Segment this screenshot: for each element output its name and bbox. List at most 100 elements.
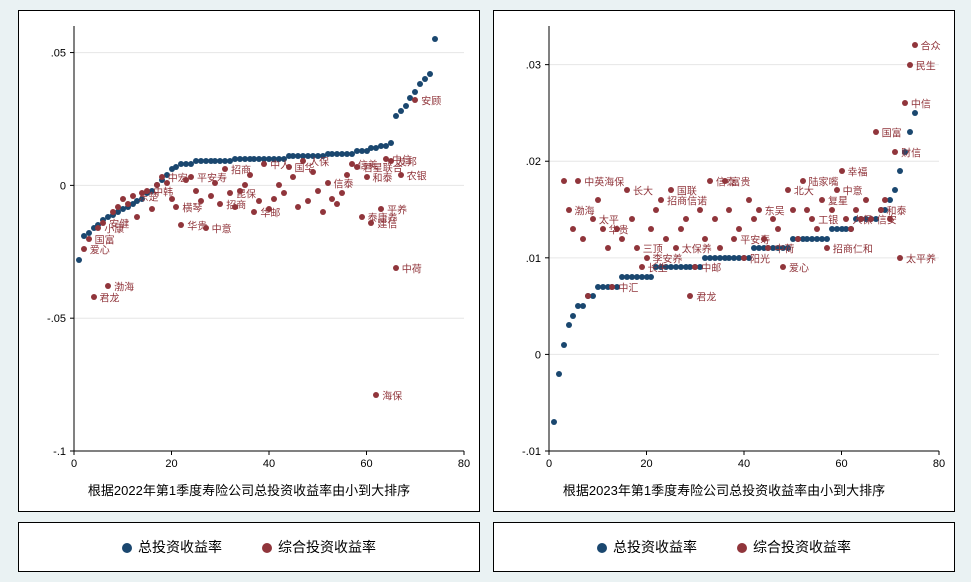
comprehensive-return-point	[154, 182, 160, 188]
comprehensive-return-point	[814, 226, 820, 232]
total-return-point	[897, 168, 903, 174]
point-label: 陆家嘴	[809, 173, 839, 188]
comprehensive-return-point	[765, 245, 771, 251]
comprehensive-return-point	[364, 174, 370, 180]
point-label: 君龙	[696, 289, 716, 304]
comprehensive-return-point	[315, 188, 321, 194]
comprehensive-return-point	[639, 264, 645, 270]
svg-text:0: 0	[546, 458, 552, 470]
point-label: 农银	[407, 167, 427, 182]
comprehensive-return-point	[203, 225, 209, 231]
left-legend: 总投资收益率 综合投资收益率	[18, 522, 480, 572]
total-return-point	[561, 342, 567, 348]
svg-text:.05: .05	[51, 48, 66, 60]
comprehensive-return-point	[373, 392, 379, 398]
svg-text:80: 80	[458, 458, 470, 470]
comprehensive-return-point	[795, 236, 801, 242]
comprehensive-return-point	[809, 216, 815, 222]
comprehensive-return-point	[368, 220, 374, 226]
point-label: 平养	[387, 202, 407, 217]
right-legend: 总投资收益率 综合投资收益率	[493, 522, 955, 572]
comprehensive-return-point	[785, 187, 791, 193]
point-label: 国富	[882, 125, 902, 140]
comprehensive-return-point	[325, 180, 331, 186]
point-label: 安顾	[421, 93, 441, 108]
comprehensive-return-point	[378, 206, 384, 212]
total-return-point	[907, 129, 913, 135]
comprehensive-return-point	[344, 172, 350, 178]
svg-text:-.01: -.01	[522, 446, 541, 458]
point-label: 合众	[921, 38, 941, 53]
comprehensive-return-point	[804, 207, 810, 213]
comprehensive-return-point	[678, 226, 684, 232]
comprehensive-return-point	[398, 172, 404, 178]
comprehensive-return-point	[761, 236, 767, 242]
svg-text:60: 60	[360, 458, 372, 470]
comprehensive-return-point	[354, 164, 360, 170]
svg-text:80: 80	[933, 458, 945, 470]
comprehensive-return-point	[286, 164, 292, 170]
comprehensive-return-point	[305, 198, 311, 204]
comprehensive-return-point	[595, 197, 601, 203]
comprehensive-return-point	[722, 178, 728, 184]
comprehensive-return-point	[887, 216, 893, 222]
comprehensive-return-point	[746, 197, 752, 203]
svg-text:0: 0	[535, 349, 541, 361]
point-label: 李安养	[653, 250, 683, 265]
comprehensive-return-point	[256, 198, 262, 204]
comprehensive-return-point	[91, 294, 97, 300]
comprehensive-return-point	[130, 193, 136, 199]
comprehensive-return-point	[115, 204, 121, 210]
total-return-point	[393, 113, 399, 119]
comprehensive-return-point	[692, 264, 698, 270]
total-return-point	[412, 89, 418, 95]
comprehensive-return-point	[600, 226, 606, 232]
comprehensive-return-point	[878, 207, 884, 213]
comprehensive-return-point	[212, 180, 218, 186]
comprehensive-return-point	[882, 197, 888, 203]
comprehensive-return-point	[892, 149, 898, 155]
comprehensive-return-point	[86, 236, 92, 242]
point-label: 人保	[309, 154, 329, 169]
comprehensive-return-point	[829, 207, 835, 213]
comprehensive-return-point	[780, 264, 786, 270]
comprehensive-return-point	[95, 225, 101, 231]
legend-item-comprehensive: 综合投资收益率	[262, 537, 376, 557]
total-return-point	[422, 76, 428, 82]
comprehensive-return-point	[697, 207, 703, 213]
comprehensive-return-point	[412, 97, 418, 103]
svg-text:.03: .03	[526, 60, 541, 72]
comprehensive-return-point	[873, 129, 879, 135]
svg-text:60: 60	[835, 458, 847, 470]
point-label: 财信	[901, 144, 921, 159]
point-label: 国联	[677, 183, 697, 198]
comprehensive-return-point	[683, 216, 689, 222]
comprehensive-return-point	[853, 207, 859, 213]
total-return-point	[398, 108, 404, 114]
comprehensive-return-point	[339, 190, 345, 196]
comprehensive-return-point	[334, 201, 340, 207]
comprehensive-return-point	[658, 197, 664, 203]
comprehensive-return-point	[247, 172, 253, 178]
legend-item-total: 总投资收益率	[597, 537, 697, 557]
comprehensive-return-point	[751, 216, 757, 222]
point-label: 阳光	[750, 250, 770, 265]
comprehensive-return-point	[271, 196, 277, 202]
comprehensive-return-point	[619, 236, 625, 242]
left-plot-area: -.1-.050.05020406080爱心国富君龙小康安健渤海东楚中韩中宏横琴…	[74, 26, 464, 451]
comprehensive-return-point	[266, 206, 272, 212]
comprehensive-return-point	[575, 178, 581, 184]
comprehensive-return-point	[712, 216, 718, 222]
comprehensive-return-point	[858, 216, 864, 222]
comprehensive-return-point	[644, 255, 650, 261]
comprehensive-return-point	[726, 207, 732, 213]
comprehensive-return-point	[634, 245, 640, 251]
comprehensive-return-point	[134, 214, 140, 220]
comprehensive-return-point	[800, 178, 806, 184]
total-return-point	[824, 236, 830, 242]
comprehensive-return-point	[237, 188, 243, 194]
point-label: 海保	[382, 388, 402, 403]
comprehensive-return-point	[912, 42, 918, 48]
comprehensive-return-point	[687, 293, 693, 299]
total-return-point	[912, 110, 918, 116]
